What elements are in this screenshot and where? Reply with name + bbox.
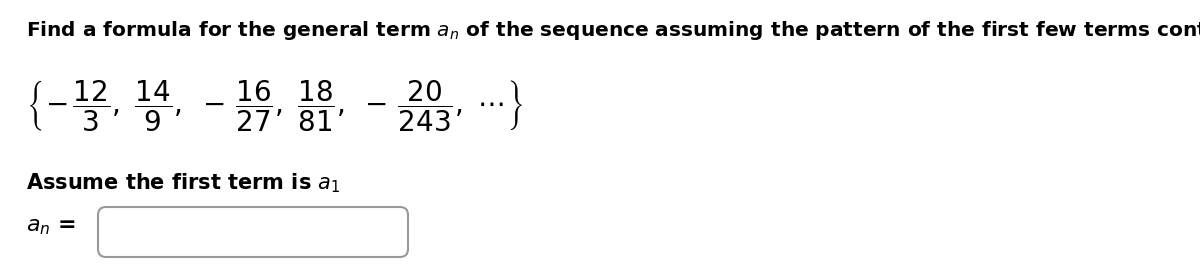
Text: $\left\{ -\,\dfrac{12}{3},\ \dfrac{14}{9},\ -\,\dfrac{16}{27},\ \dfrac{18}{81},\: $\left\{ -\,\dfrac{12}{3},\ \dfrac{14}{9…: [26, 78, 523, 133]
Text: Find a formula for the general term $a_n$ of the sequence assuming the pattern o: Find a formula for the general term $a_n…: [26, 19, 1200, 42]
Text: Assume the first term is $a_1$: Assume the first term is $a_1$: [26, 172, 341, 195]
FancyBboxPatch shape: [98, 207, 408, 257]
Text: $a_n$ =: $a_n$ =: [26, 217, 77, 237]
